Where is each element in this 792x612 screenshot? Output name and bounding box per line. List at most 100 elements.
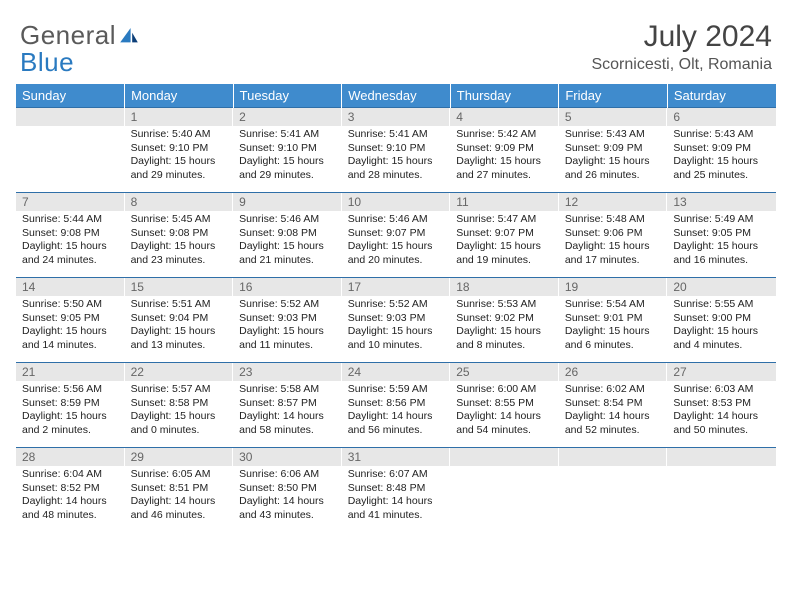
day-number: 24 xyxy=(342,363,451,381)
day-details: Sunrise: 5:54 AMSunset: 9:01 PMDaylight:… xyxy=(559,296,668,357)
day-number: 26 xyxy=(559,363,668,381)
calendar-week-row: 21Sunrise: 5:56 AMSunset: 8:59 PMDayligh… xyxy=(16,363,776,448)
day-details: Sunrise: 5:55 AMSunset: 9:00 PMDaylight:… xyxy=(667,296,776,357)
day-number: 29 xyxy=(125,448,234,466)
day-number: 15 xyxy=(125,278,234,296)
day-number: 11 xyxy=(450,193,559,211)
day-details: Sunrise: 5:46 AMSunset: 9:07 PMDaylight:… xyxy=(342,211,451,272)
day-number: 23 xyxy=(233,363,342,381)
calendar-day-cell: 19Sunrise: 5:54 AMSunset: 9:01 PMDayligh… xyxy=(559,278,668,363)
day-number: 5 xyxy=(559,108,668,126)
calendar-day-cell: 10Sunrise: 5:46 AMSunset: 9:07 PMDayligh… xyxy=(342,193,451,278)
day-details: Sunrise: 5:40 AMSunset: 9:10 PMDaylight:… xyxy=(125,126,234,187)
day-details: Sunrise: 5:57 AMSunset: 8:58 PMDaylight:… xyxy=(125,381,234,442)
day-number: 30 xyxy=(233,448,342,466)
calendar-day-cell: 22Sunrise: 5:57 AMSunset: 8:58 PMDayligh… xyxy=(125,363,234,448)
day-number: 2 xyxy=(233,108,342,126)
brand-logo: GeneralBlue xyxy=(20,20,139,78)
weekday-header: Thursday xyxy=(450,84,559,108)
day-number: 25 xyxy=(450,363,559,381)
calendar-day-cell: 25Sunrise: 6:00 AMSunset: 8:55 PMDayligh… xyxy=(450,363,559,448)
weekday-header: Tuesday xyxy=(233,84,342,108)
day-details: Sunrise: 5:45 AMSunset: 9:08 PMDaylight:… xyxy=(125,211,234,272)
calendar-week-row: 7Sunrise: 5:44 AMSunset: 9:08 PMDaylight… xyxy=(16,193,776,278)
calendar-page: GeneralBlue July 2024 Scornicesti, Olt, … xyxy=(0,0,792,549)
day-details: Sunrise: 5:43 AMSunset: 9:09 PMDaylight:… xyxy=(667,126,776,187)
calendar-table: SundayMondayTuesdayWednesdayThursdayFrid… xyxy=(16,84,776,533)
title-block: July 2024 Scornicesti, Olt, Romania xyxy=(591,20,772,74)
calendar-day-cell: 2Sunrise: 5:41 AMSunset: 9:10 PMDaylight… xyxy=(233,108,342,193)
calendar-day-cell: 13Sunrise: 5:49 AMSunset: 9:05 PMDayligh… xyxy=(667,193,776,278)
day-details: Sunrise: 6:05 AMSunset: 8:51 PMDaylight:… xyxy=(125,466,234,527)
day-details: Sunrise: 6:06 AMSunset: 8:50 PMDaylight:… xyxy=(233,466,342,527)
day-number: 21 xyxy=(16,363,125,381)
calendar-day-cell: 23Sunrise: 5:58 AMSunset: 8:57 PMDayligh… xyxy=(233,363,342,448)
day-details: Sunrise: 6:04 AMSunset: 8:52 PMDaylight:… xyxy=(16,466,125,527)
calendar-day-cell xyxy=(667,448,776,533)
calendar-day-cell: 16Sunrise: 5:52 AMSunset: 9:03 PMDayligh… xyxy=(233,278,342,363)
day-details: Sunrise: 5:59 AMSunset: 8:56 PMDaylight:… xyxy=(342,381,451,442)
day-number: 17 xyxy=(342,278,451,296)
calendar-day-cell: 28Sunrise: 6:04 AMSunset: 8:52 PMDayligh… xyxy=(16,448,125,533)
day-number: 31 xyxy=(342,448,451,466)
day-details: Sunrise: 6:07 AMSunset: 8:48 PMDaylight:… xyxy=(342,466,451,527)
day-number: 27 xyxy=(667,363,776,381)
location-text: Scornicesti, Olt, Romania xyxy=(591,56,772,74)
day-details: Sunrise: 5:50 AMSunset: 9:05 PMDaylight:… xyxy=(16,296,125,357)
calendar-day-cell: 18Sunrise: 5:53 AMSunset: 9:02 PMDayligh… xyxy=(450,278,559,363)
weekday-header: Wednesday xyxy=(342,84,451,108)
calendar-day-cell: 26Sunrise: 6:02 AMSunset: 8:54 PMDayligh… xyxy=(559,363,668,448)
day-details: Sunrise: 5:49 AMSunset: 9:05 PMDaylight:… xyxy=(667,211,776,272)
day-number: 20 xyxy=(667,278,776,296)
day-details: Sunrise: 5:47 AMSunset: 9:07 PMDaylight:… xyxy=(450,211,559,272)
calendar-day-cell: 31Sunrise: 6:07 AMSunset: 8:48 PMDayligh… xyxy=(342,448,451,533)
day-number: 3 xyxy=(342,108,451,126)
day-number: 10 xyxy=(342,193,451,211)
day-details: Sunrise: 5:46 AMSunset: 9:08 PMDaylight:… xyxy=(233,211,342,272)
calendar-day-cell: 4Sunrise: 5:42 AMSunset: 9:09 PMDaylight… xyxy=(450,108,559,193)
day-number: 8 xyxy=(125,193,234,211)
calendar-week-row: 1Sunrise: 5:40 AMSunset: 9:10 PMDaylight… xyxy=(16,108,776,193)
calendar-day-cell xyxy=(450,448,559,533)
day-details: Sunrise: 5:42 AMSunset: 9:09 PMDaylight:… xyxy=(450,126,559,187)
calendar-day-cell: 17Sunrise: 5:52 AMSunset: 9:03 PMDayligh… xyxy=(342,278,451,363)
calendar-day-cell: 21Sunrise: 5:56 AMSunset: 8:59 PMDayligh… xyxy=(16,363,125,448)
weekday-header: Saturday xyxy=(667,84,776,108)
month-title: July 2024 xyxy=(591,20,772,54)
calendar-day-cell: 14Sunrise: 5:50 AMSunset: 9:05 PMDayligh… xyxy=(16,278,125,363)
calendar-day-cell xyxy=(16,108,125,193)
day-number: 6 xyxy=(667,108,776,126)
day-number: 13 xyxy=(667,193,776,211)
day-number: 14 xyxy=(16,278,125,296)
day-number: 19 xyxy=(559,278,668,296)
day-details: Sunrise: 5:51 AMSunset: 9:04 PMDaylight:… xyxy=(125,296,234,357)
calendar-day-cell: 1Sunrise: 5:40 AMSunset: 9:10 PMDaylight… xyxy=(125,108,234,193)
calendar-day-cell: 5Sunrise: 5:43 AMSunset: 9:09 PMDaylight… xyxy=(559,108,668,193)
calendar-week-row: 28Sunrise: 6:04 AMSunset: 8:52 PMDayligh… xyxy=(16,448,776,533)
day-details: Sunrise: 5:53 AMSunset: 9:02 PMDaylight:… xyxy=(450,296,559,357)
day-details: Sunrise: 6:03 AMSunset: 8:53 PMDaylight:… xyxy=(667,381,776,442)
day-number: 22 xyxy=(125,363,234,381)
day-details: Sunrise: 6:00 AMSunset: 8:55 PMDaylight:… xyxy=(450,381,559,442)
day-details: Sunrise: 5:41 AMSunset: 9:10 PMDaylight:… xyxy=(342,126,451,187)
calendar-day-cell: 11Sunrise: 5:47 AMSunset: 9:07 PMDayligh… xyxy=(450,193,559,278)
calendar-day-cell: 6Sunrise: 5:43 AMSunset: 9:09 PMDaylight… xyxy=(667,108,776,193)
day-details: Sunrise: 5:41 AMSunset: 9:10 PMDaylight:… xyxy=(233,126,342,187)
calendar-day-cell: 29Sunrise: 6:05 AMSunset: 8:51 PMDayligh… xyxy=(125,448,234,533)
day-number: 12 xyxy=(559,193,668,211)
day-details: Sunrise: 5:44 AMSunset: 9:08 PMDaylight:… xyxy=(16,211,125,272)
calendar-day-cell: 9Sunrise: 5:46 AMSunset: 9:08 PMDaylight… xyxy=(233,193,342,278)
day-details: Sunrise: 5:56 AMSunset: 8:59 PMDaylight:… xyxy=(16,381,125,442)
page-header: GeneralBlue July 2024 Scornicesti, Olt, … xyxy=(16,20,776,84)
calendar-day-cell: 7Sunrise: 5:44 AMSunset: 9:08 PMDaylight… xyxy=(16,193,125,278)
calendar-day-cell: 27Sunrise: 6:03 AMSunset: 8:53 PMDayligh… xyxy=(667,363,776,448)
day-number: 7 xyxy=(16,193,125,211)
day-number: 4 xyxy=(450,108,559,126)
weekday-header-row: SundayMondayTuesdayWednesdayThursdayFrid… xyxy=(16,84,776,108)
weekday-header: Friday xyxy=(559,84,668,108)
day-number: 16 xyxy=(233,278,342,296)
day-number: 1 xyxy=(125,108,234,126)
calendar-day-cell: 8Sunrise: 5:45 AMSunset: 9:08 PMDaylight… xyxy=(125,193,234,278)
calendar-day-cell: 30Sunrise: 6:06 AMSunset: 8:50 PMDayligh… xyxy=(233,448,342,533)
weekday-header: Monday xyxy=(125,84,234,108)
